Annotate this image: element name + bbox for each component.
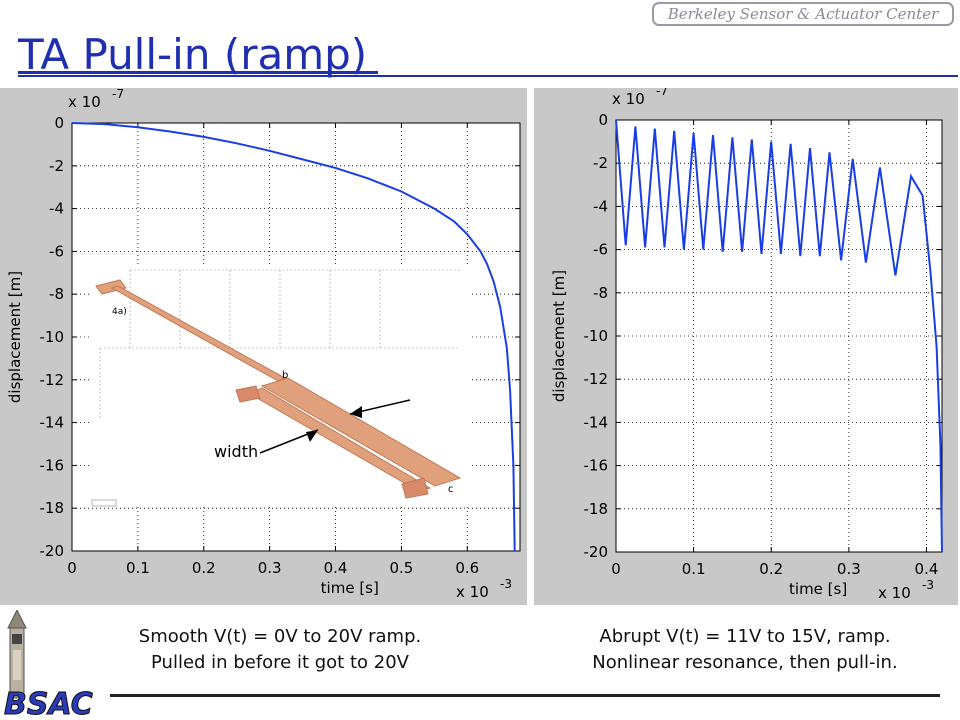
y-tick-label: -14 xyxy=(40,414,65,432)
x-axis-label: time [s] xyxy=(321,579,379,597)
y-tick-label: -10 xyxy=(584,327,609,345)
x-tick-label: 0.2 xyxy=(759,560,783,578)
y-tick-label: -16 xyxy=(40,456,65,474)
plot-area xyxy=(615,119,943,553)
width-arrowhead-lower xyxy=(306,430,318,442)
y-tick-label: -14 xyxy=(584,413,609,431)
bsac-header-logo: Berkeley Sensor & Actuator Center xyxy=(652,2,954,26)
chart-panel-left: 0 0.1 0.2 0.3 0.4 0.5 0.6 0 -2 -4 -6 -8 -10 -12 -14 -16… xyxy=(0,87,527,605)
x-tick-label: 0.3 xyxy=(258,559,282,577)
x-tick-label: 0.4 xyxy=(324,559,348,577)
displacement-chart-abrupt: 0 0.1 0.2 0.3 0.4 0 -2 -4 -6 -8 -10 -12 -14 -16 -18 -20… xyxy=(550,84,943,602)
y-tick-label: -12 xyxy=(40,371,65,389)
inset-label-c: c xyxy=(448,484,454,495)
inset-label-b: b xyxy=(282,370,288,381)
y-tick-label: 0 xyxy=(54,114,64,132)
displacement-chart-ramp: 0 0.1 0.2 0.3 0.4 0.5 0.6 0 -2 -4 -6 -8 -10 -12 -14 -16… xyxy=(6,87,521,601)
y-tick-label: -8 xyxy=(593,284,608,302)
x-tick-label: 0.4 xyxy=(915,560,939,578)
y-tick-label: -20 xyxy=(40,542,65,560)
x-tick-label: 0.5 xyxy=(389,559,413,577)
bsac-logo-text: BSAC xyxy=(4,687,93,720)
inset-figure-label: 4a) xyxy=(112,307,127,317)
caption-right-line2: Nonlinear resonance, then pull-in. xyxy=(592,652,898,673)
y-axis-label: displacement [m] xyxy=(550,270,568,402)
x-exponent-power: -3 xyxy=(500,577,512,591)
bsac-logo: BSAC xyxy=(4,610,93,720)
anchor-pad-left xyxy=(235,385,261,403)
title-rule xyxy=(18,75,958,77)
y-tick-label: -6 xyxy=(49,242,64,260)
y-tick-label: -4 xyxy=(593,197,608,215)
series-line xyxy=(71,122,516,552)
x-exponent-power: -3 xyxy=(922,578,934,592)
y-tick-label: -10 xyxy=(40,328,65,346)
inset-width-label: width xyxy=(214,442,258,461)
x-exponent-label: x 10 xyxy=(456,583,489,601)
chart-panel-right: 0 0.1 0.2 0.3 0.4 0 -2 -4 -6 -8 -10 -12 -14 -16 -18 -20… xyxy=(534,84,958,605)
x-axis-label: time [s] xyxy=(789,580,847,598)
x-tick-label: 0 xyxy=(611,560,621,578)
x-tick-label: 0.2 xyxy=(192,559,216,577)
y-tick-label: -8 xyxy=(49,285,64,303)
anchor-pad-bottom xyxy=(401,477,429,499)
y-exponent-label: x 10 xyxy=(612,90,645,108)
series-line xyxy=(615,119,943,553)
y-tick-label: -2 xyxy=(49,157,64,175)
inset-scale-marker xyxy=(91,499,117,507)
y-tick-label: -16 xyxy=(584,457,609,475)
footer-rule xyxy=(110,694,940,697)
x-tick-label: 0.6 xyxy=(455,559,479,577)
inset-device-illustration: 4a) b c width xyxy=(90,266,470,507)
x-tick-label: 0.1 xyxy=(126,559,150,577)
y-exponent-power: -7 xyxy=(656,88,668,98)
beam-wide-upper xyxy=(260,377,462,487)
caption-left-line2: Pulled in before it got to 20V xyxy=(151,652,409,673)
y-exponent-power: -7 xyxy=(112,88,124,101)
beam-thin xyxy=(110,285,287,382)
y-tick-label: -4 xyxy=(49,200,64,218)
x-tick-label: 0 xyxy=(67,559,77,577)
anchor-pad-top xyxy=(95,279,127,295)
y-tick-label: 0 xyxy=(598,111,608,129)
caption-left: Smooth V(t) = 0V to 20V ramp. Pulled in … xyxy=(90,624,470,676)
y-tick-label: -20 xyxy=(584,543,609,561)
x-tick-label: 0.3 xyxy=(837,560,861,578)
width-arrowhead-upper xyxy=(350,406,362,418)
x-exponent-label: x 10 xyxy=(878,584,911,602)
y-tick-label: -6 xyxy=(593,241,608,259)
y-tick-label: -2 xyxy=(593,154,608,172)
campanile-icon xyxy=(7,610,27,699)
x-tick-label: 0.1 xyxy=(682,560,706,578)
y-exponent-label: x 10 xyxy=(68,93,101,111)
y-tick-label: -18 xyxy=(584,500,609,518)
y-tick-label: -12 xyxy=(584,370,609,388)
y-tick-label: -18 xyxy=(40,499,65,517)
caption-right-line1: Abrupt V(t) = 11V to 15V, ramp. xyxy=(599,626,891,647)
title-underline xyxy=(18,71,378,74)
y-axis-label: displacement [m] xyxy=(6,271,24,403)
caption-right: Abrupt V(t) = 11V to 15V, ramp. Nonlinea… xyxy=(530,624,960,676)
beam-wide-lower xyxy=(248,387,432,493)
page-title: TA Pull-in (ramp) xyxy=(18,30,368,79)
caption-left-line1: Smooth V(t) = 0V to 20V ramp. xyxy=(138,626,422,647)
